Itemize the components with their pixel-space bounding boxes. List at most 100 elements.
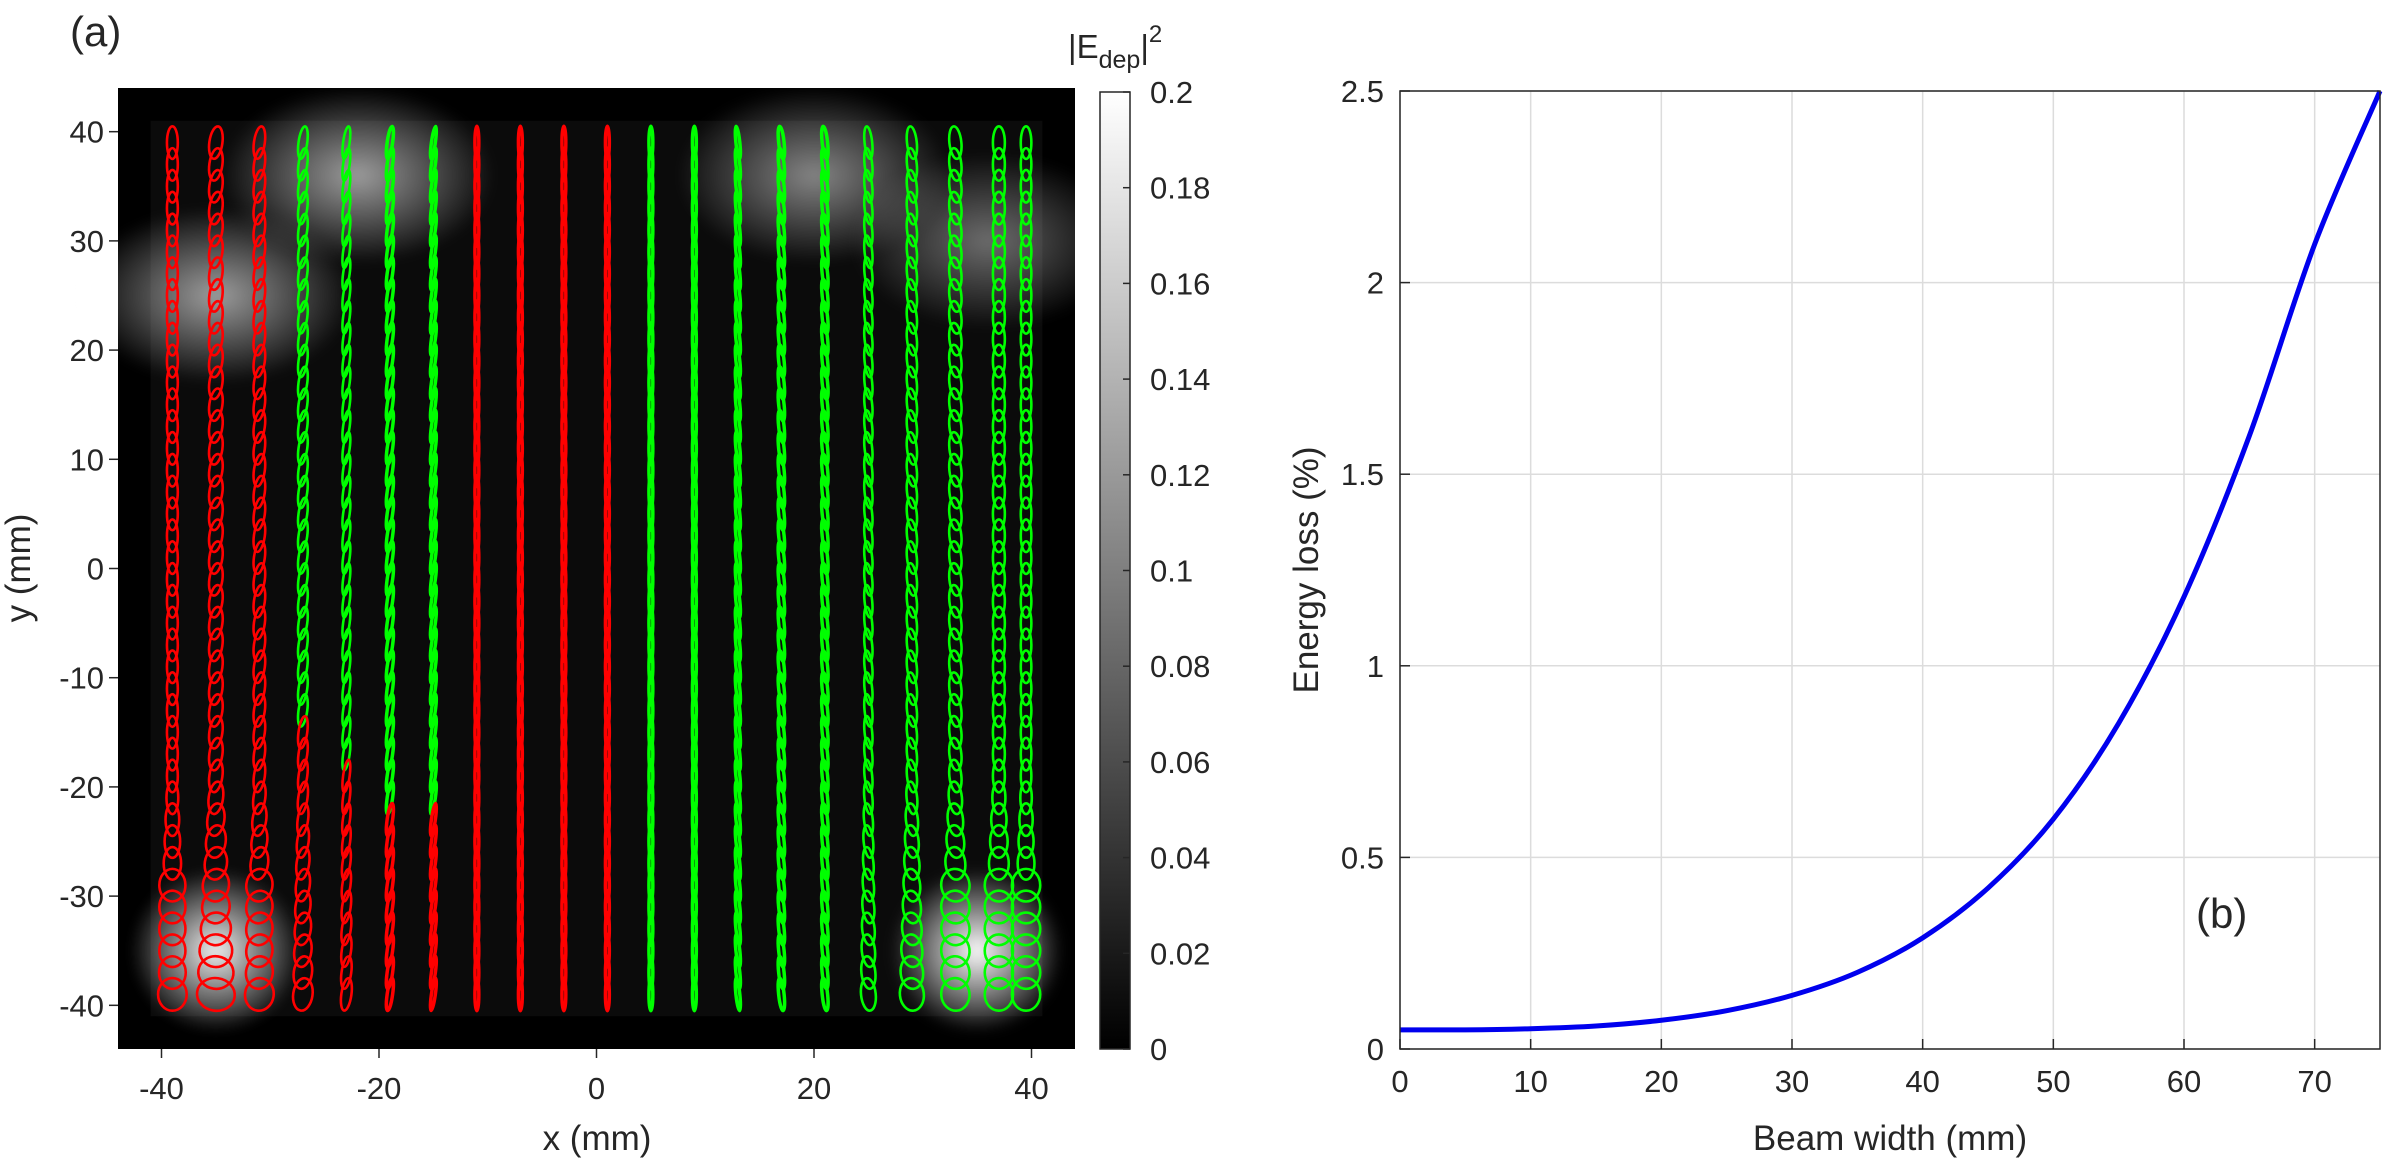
colorbar-tick-label: 0.06 xyxy=(1150,745,1210,780)
heatmap-y-tick-label: 40 xyxy=(70,115,104,150)
polarization-ellipse xyxy=(690,364,699,401)
polarization-ellipse xyxy=(690,539,699,576)
polarization-ellipse xyxy=(991,671,1007,707)
polarization-ellipse xyxy=(947,518,963,554)
polarization-ellipse xyxy=(647,605,655,642)
polarization-ellipse xyxy=(473,736,481,773)
heatmap-y-tick-label: -30 xyxy=(59,879,104,914)
polarization-ellipse xyxy=(473,473,481,511)
polarization-ellipse xyxy=(252,496,267,532)
polarization-ellipse xyxy=(516,342,525,380)
polarization-ellipse xyxy=(157,954,188,991)
polarization-ellipse xyxy=(252,561,267,597)
polarization-ellipse xyxy=(1019,190,1033,226)
polarization-ellipse xyxy=(862,583,874,619)
polarization-ellipse xyxy=(991,124,1007,161)
polarization-ellipse xyxy=(647,124,655,161)
polarization-ellipse xyxy=(991,452,1007,488)
polarization-ellipse xyxy=(339,976,354,1012)
polarization-ellipse xyxy=(473,211,481,249)
polarization-ellipse xyxy=(905,125,919,161)
polarization-ellipse xyxy=(250,824,269,860)
polarization-ellipse xyxy=(905,452,919,488)
polarization-ellipse xyxy=(473,845,481,882)
polarization-ellipse xyxy=(690,168,699,205)
heatmap-x-tick-label: 0 xyxy=(588,1071,605,1106)
polarization-ellipse xyxy=(207,780,225,816)
polarization-ellipse xyxy=(603,561,612,598)
polarization-ellipse xyxy=(905,780,919,816)
polarization-ellipse xyxy=(473,299,481,336)
polarization-ellipse xyxy=(516,299,525,336)
polarization-ellipse xyxy=(603,255,612,292)
polarization-ellipse xyxy=(560,517,568,554)
polarization-ellipse xyxy=(165,583,180,619)
polarization-ellipse xyxy=(296,758,310,794)
polarization-ellipse xyxy=(991,365,1007,401)
polarization-ellipse xyxy=(516,605,525,642)
polarization-ellipse xyxy=(603,124,612,161)
polarization-ellipse xyxy=(603,670,612,707)
polarization-ellipse xyxy=(690,321,699,358)
polarization-ellipse xyxy=(560,473,568,511)
polarization-ellipse xyxy=(207,299,225,335)
polarization-ellipse xyxy=(293,911,313,947)
polarization-ellipse xyxy=(165,190,180,226)
polarization-ellipse xyxy=(947,649,963,685)
polarization-ellipse xyxy=(991,627,1007,663)
polarization-ellipse xyxy=(939,911,971,947)
line-y-ticks: 0 0.5 1 1.5 2 2.5 xyxy=(1341,74,1410,1067)
polarization-ellipse xyxy=(862,518,874,554)
polarization-ellipse xyxy=(473,648,481,685)
polarization-ellipse xyxy=(603,277,612,314)
polarization-ellipse xyxy=(862,277,874,314)
polarization-ellipse xyxy=(647,670,655,707)
polarization-ellipse xyxy=(690,736,699,773)
polarization-ellipse xyxy=(1019,452,1033,488)
polarization-ellipse xyxy=(905,365,919,401)
polarization-ellipse xyxy=(946,802,965,838)
polarization-ellipse xyxy=(690,430,699,467)
polarization-ellipse xyxy=(862,387,874,423)
polarization-ellipse xyxy=(243,976,276,1012)
polarization-ellipse xyxy=(516,146,525,183)
polarization-ellipse xyxy=(296,780,310,816)
polarization-ellipse xyxy=(690,976,699,1013)
polarization-ellipse xyxy=(991,583,1007,619)
heatmap-hotspot-2 xyxy=(78,207,353,384)
polarization-ellipse xyxy=(905,714,919,750)
heatmap-y-tick-label: -40 xyxy=(59,988,104,1023)
polarization-ellipse xyxy=(947,452,963,488)
panel-b-tag: (b) xyxy=(2196,890,2247,937)
line-x-ticks: 0 10 20 30 40 50 60 70 xyxy=(1391,1039,2332,1099)
polarization-ellipse xyxy=(862,649,874,685)
polarization-ellipse xyxy=(560,583,568,620)
polarization-ellipse xyxy=(165,714,180,750)
polarization-ellipse xyxy=(207,365,225,401)
polarization-ellipse xyxy=(947,256,963,292)
polarization-ellipse xyxy=(647,190,655,227)
polarization-ellipse xyxy=(603,801,612,838)
polarization-ellipse xyxy=(1010,911,1042,947)
polarization-ellipse xyxy=(199,911,233,947)
polarization-ellipse xyxy=(862,409,874,445)
polarization-ellipse xyxy=(905,518,919,554)
polarization-ellipse xyxy=(294,867,312,903)
polarization-ellipse xyxy=(900,933,924,969)
line-x-tick-label: 0 xyxy=(1391,1064,1408,1099)
colorbar-tick-label: 0.12 xyxy=(1150,458,1210,493)
polarization-ellipse xyxy=(647,255,655,292)
polarization-ellipse xyxy=(560,255,568,292)
polarization-ellipse xyxy=(862,343,874,379)
polarization-ellipse xyxy=(862,474,874,510)
polarization-ellipse xyxy=(603,779,612,816)
polarization-ellipse xyxy=(690,648,699,685)
polarization-ellipse xyxy=(473,583,481,620)
colorbar-label: |Edep|2 xyxy=(1068,21,1162,74)
polarization-ellipse xyxy=(516,779,525,816)
polarization-ellipse xyxy=(207,561,225,597)
polarization-ellipse xyxy=(647,452,655,489)
polarization-ellipse xyxy=(339,955,353,991)
polarization-ellipse xyxy=(165,474,180,510)
polarization-ellipse xyxy=(244,933,274,969)
